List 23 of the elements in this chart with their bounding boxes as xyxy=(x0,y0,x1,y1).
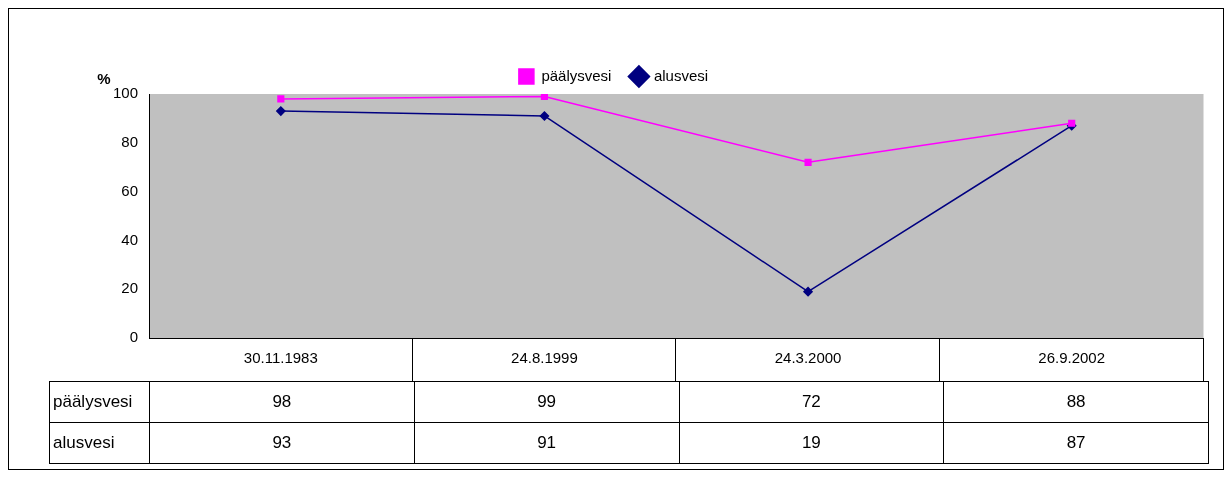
y-tick-label: 100 xyxy=(112,84,138,102)
y-tick-label: 80 xyxy=(121,132,138,150)
data-label: 98 xyxy=(149,381,415,423)
data-label: 72 xyxy=(679,381,944,423)
x-tick-label: 26.9.2002 xyxy=(1038,349,1106,367)
x-tick-label: 24.3.2000 xyxy=(774,349,842,367)
data-label: 93 xyxy=(149,422,415,464)
legend-label: päälysvesi xyxy=(541,66,612,84)
data-label: 99 xyxy=(414,381,679,423)
y-tick-label: 0 xyxy=(129,328,138,346)
y-tick-label: 40 xyxy=(121,230,138,248)
y-tick-label: 20 xyxy=(121,279,138,297)
data-label: 88 xyxy=(943,381,1209,423)
data-label: 87 xyxy=(943,422,1209,464)
x-tick-label: 24.8.1999 xyxy=(511,349,578,367)
text: päälysvesi xyxy=(53,392,133,411)
y-axis-title: % xyxy=(97,70,111,88)
y-tick-label: 60 xyxy=(121,181,138,199)
data-label: 19 xyxy=(679,422,944,464)
x-tick-label: 30.11.1983 xyxy=(243,349,318,367)
data-label: 91 xyxy=(414,422,679,464)
text: alusvesi xyxy=(53,433,115,452)
legend-label: alusvesi xyxy=(653,66,709,84)
